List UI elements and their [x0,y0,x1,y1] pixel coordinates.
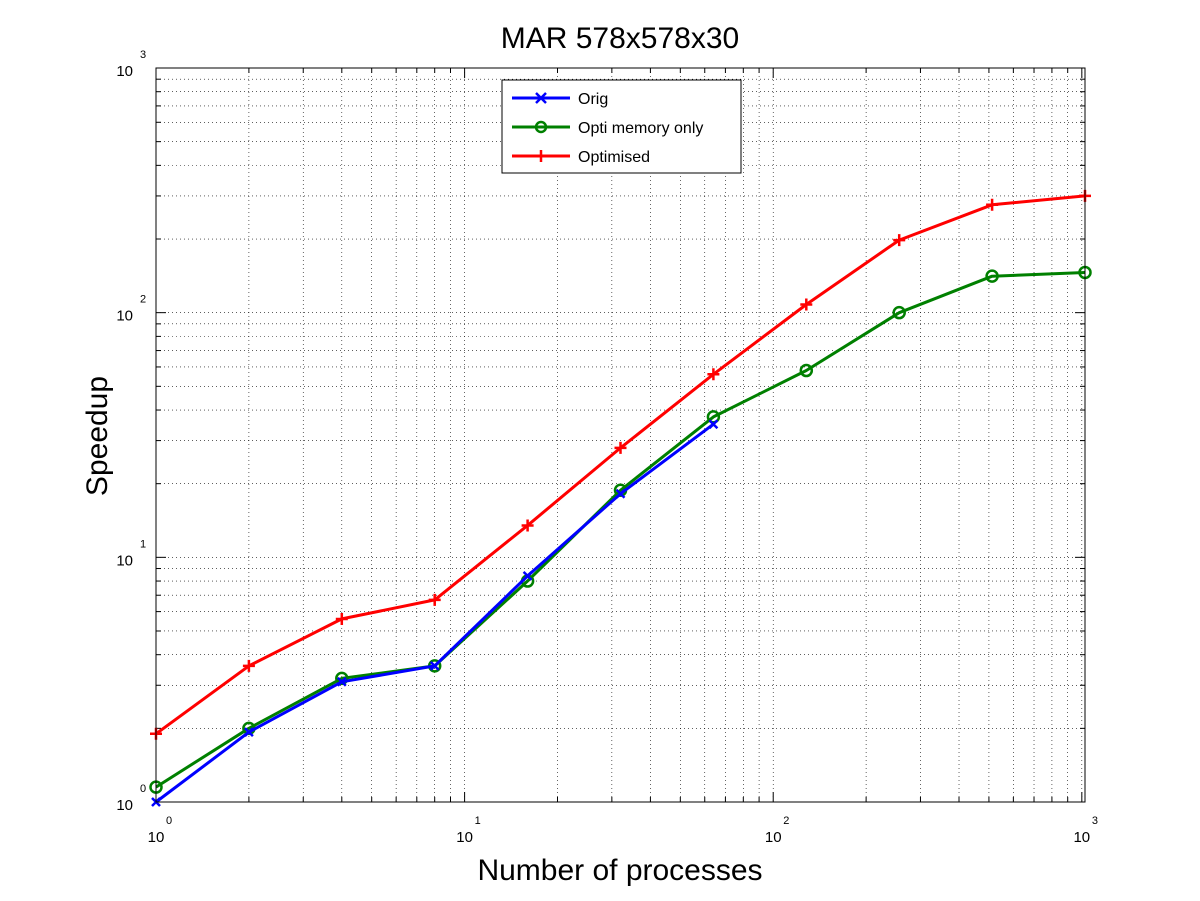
x-axis-label: Number of processes [477,854,762,887]
data-point-optimised [428,593,441,606]
data-point-opti-memory-only [892,305,906,320]
data-point-optimised [521,519,534,532]
plot-area-frame [155,67,1086,803]
data-point-optimised [707,368,720,381]
data-point-opti-memory-only [335,671,349,686]
data-point-orig [336,676,347,687]
y-tick-label-base: 10 [116,552,133,569]
legend-entry-orig: Orig [512,91,608,108]
x-tick-label-exponent: 1 [475,815,481,827]
data-point-optimised [614,441,627,454]
y-tick-label-base: 10 [116,797,133,814]
y-tick-label-exponent: 2 [140,294,146,306]
legend-label-optimised: Optimised [578,149,650,166]
legend-marker-opti-memory-only [534,120,548,134]
x-tick-label-exponent: 2 [783,815,789,827]
y-tick-label-base: 10 [116,308,133,325]
series-orig [151,419,719,807]
data-point-optimised [893,234,906,247]
x-tick-label-base: 10 [148,829,165,846]
data-point-orig [708,419,719,430]
y-tick-label-exponent: 1 [140,538,146,550]
y-tick-label-exponent: 0 [140,783,146,795]
legend-entry-opti-memory-only: Opti memory only [512,120,703,137]
legend-marker-optimised [535,150,547,162]
legend: Orig Opti memory only Optimised [501,79,742,174]
data-point-opti-memory-only [799,363,814,378]
data-point-optimised [800,298,813,311]
data-point-optimised [986,198,999,211]
chart-title: MAR 578x578x30 [501,22,739,55]
x-tick-label-base: 10 [456,829,473,846]
x-tick-label-base: 10 [1073,829,1090,846]
data-point-orig [615,488,626,499]
y-axis-label: Speedup [81,376,114,496]
data-point-orig [429,661,440,671]
data-point-optimised [242,659,255,672]
data-point-orig [244,727,254,738]
x-tick-label-exponent: 0 [166,815,172,827]
series-lines [149,189,1092,807]
data-point-orig [522,570,533,581]
data-point-optimised [335,612,348,625]
x-tick-label-base: 10 [765,829,782,846]
x-tick-label-exponent: 3 [1092,815,1098,827]
legend-label-opti-memory-only: Opti memory only [578,120,703,137]
legend-label-orig: Orig [578,91,608,108]
y-tick-label-base: 10 [116,63,133,80]
legend-marker-orig [535,92,547,104]
data-point-opti-memory-only [706,410,721,424]
legend-entry-optimised: Optimised [512,149,650,166]
y-tick-label-exponent: 3 [140,49,146,61]
series-line-opti-memory-only [155,271,1086,789]
data-point-opti-memory-only [985,269,999,283]
series-optimised [150,189,1091,740]
